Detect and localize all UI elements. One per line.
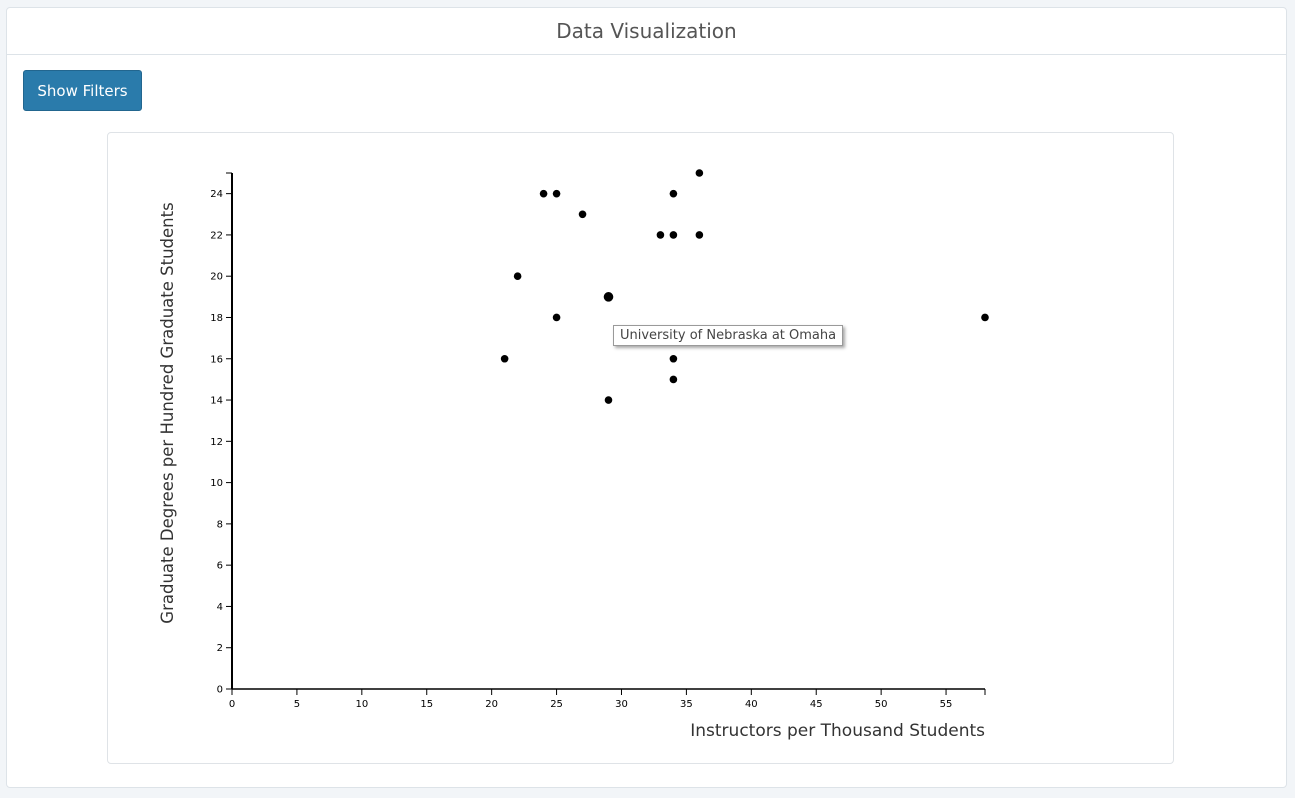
y-tick-label: 4 — [217, 602, 223, 613]
data-point[interactable] — [695, 231, 704, 239]
y-tick-label: 20 — [210, 272, 223, 283]
x-tick-label: 30 — [615, 699, 628, 710]
highlighted-data-point[interactable] — [603, 292, 614, 302]
y-tick-label: 14 — [210, 396, 223, 407]
x-axis-label: Instructors per Thousand Students — [690, 721, 985, 741]
data-point[interactable] — [656, 231, 665, 239]
data-point[interactable] — [669, 231, 678, 239]
data-point[interactable] — [513, 272, 522, 280]
data-point[interactable] — [981, 313, 989, 322]
y-tick-label: 6 — [217, 561, 223, 572]
data-point[interactable] — [695, 169, 704, 177]
show-filters-button[interactable]: Show Filters — [23, 70, 142, 111]
data-point[interactable] — [500, 354, 509, 363]
data-point[interactable] — [669, 375, 678, 384]
data-point[interactable] — [539, 189, 548, 198]
y-tick-label: 18 — [210, 313, 223, 324]
x-tick-label: 50 — [875, 699, 888, 710]
y-axis-label: Graduate Degrees per Hundred Graduate St… — [158, 202, 177, 623]
y-tick-label: 24 — [210, 189, 223, 200]
x-tick-label: 0 — [229, 699, 235, 710]
data-points — [500, 169, 989, 404]
panel-title: Data Visualization — [7, 8, 1286, 55]
y-tick-label: 22 — [210, 230, 223, 241]
y-tick-label: 8 — [217, 519, 223, 530]
x-tick-label: 40 — [745, 699, 758, 710]
data-point[interactable] — [604, 396, 613, 404]
data-point[interactable] — [552, 189, 561, 198]
x-tick-label: 25 — [550, 699, 563, 710]
x-tick-label: 35 — [680, 699, 693, 710]
x-tick-label: 55 — [940, 699, 953, 710]
data-point[interactable] — [669, 189, 678, 198]
point-tooltip: University of Nebraska at Omaha — [613, 325, 844, 346]
chart-container: 0 2 4 6 8 10 12 14 16 18 20 22 24 0 5 10 15 20 25 30 35 40 45… — [107, 132, 1174, 764]
x-tick-label: 10 — [355, 699, 368, 710]
data-point[interactable] — [669, 354, 678, 363]
y-tick-label: 12 — [210, 437, 223, 448]
x-tick-label: 15 — [420, 699, 433, 710]
data-point[interactable] — [578, 210, 587, 219]
y-tick-label: 2 — [217, 643, 223, 654]
x-tick-label: 45 — [810, 699, 823, 710]
x-axis: 0 5 10 15 20 25 30 35 40 45 50 55 — [229, 688, 986, 710]
x-tick-label: 20 — [485, 699, 498, 710]
y-tick-label: 10 — [210, 478, 223, 489]
x-tick-label: 5 — [294, 699, 300, 710]
y-tick-label: 16 — [210, 354, 223, 365]
data-point[interactable] — [552, 313, 561, 322]
y-tick-label: 0 — [217, 685, 223, 696]
